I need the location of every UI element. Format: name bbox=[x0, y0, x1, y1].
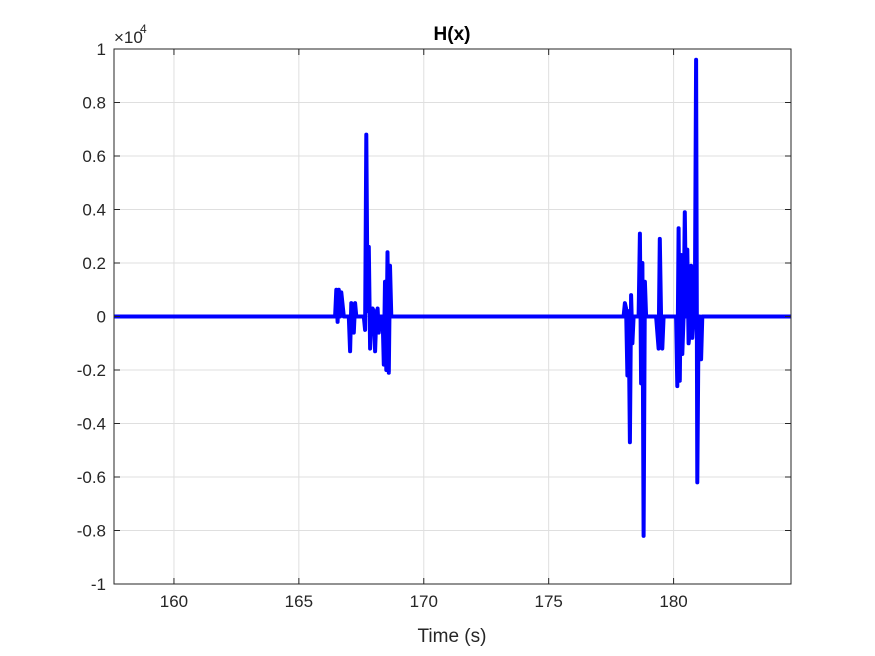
y-tick-label: 0.6 bbox=[82, 147, 106, 166]
y-axis-ticks: -1 -0.8 -0.6 -0.4 -0.2 0 0.2 0.4 0.6 0.8 1 bbox=[77, 40, 791, 594]
x-tick-label: 165 bbox=[285, 592, 313, 611]
chart-title: H(x) bbox=[434, 24, 471, 45]
y-tick-label: 1 bbox=[97, 40, 106, 59]
y-exponent-power: 4 bbox=[140, 22, 147, 36]
y-tick-label: -0.8 bbox=[77, 522, 106, 541]
y-tick-label: 0.8 bbox=[82, 94, 106, 113]
y-tick-label: 0.4 bbox=[82, 201, 106, 220]
x-tick-label: 170 bbox=[410, 592, 438, 611]
y-axis-exponent: ×10 4 bbox=[114, 22, 147, 47]
y-tick-label: 0 bbox=[97, 308, 106, 327]
y-tick-label: -0.6 bbox=[77, 468, 106, 487]
x-axis-ticks: 160 165 170 175 180 bbox=[160, 49, 688, 611]
y-tick-label: -1 bbox=[91, 575, 106, 594]
x-tick-label: 175 bbox=[534, 592, 562, 611]
y-tick-label: 0.2 bbox=[82, 254, 106, 273]
y-tick-label: -0.4 bbox=[77, 415, 106, 434]
series-layer bbox=[114, 57, 791, 538]
series-line bbox=[114, 57, 791, 538]
x-tick-label: 180 bbox=[659, 592, 687, 611]
y-tick-label: -0.2 bbox=[77, 361, 106, 380]
y-exponent-base: ×10 bbox=[114, 28, 143, 47]
x-axis-title: Time (s) bbox=[418, 626, 487, 647]
x-tick-label: 160 bbox=[160, 592, 188, 611]
